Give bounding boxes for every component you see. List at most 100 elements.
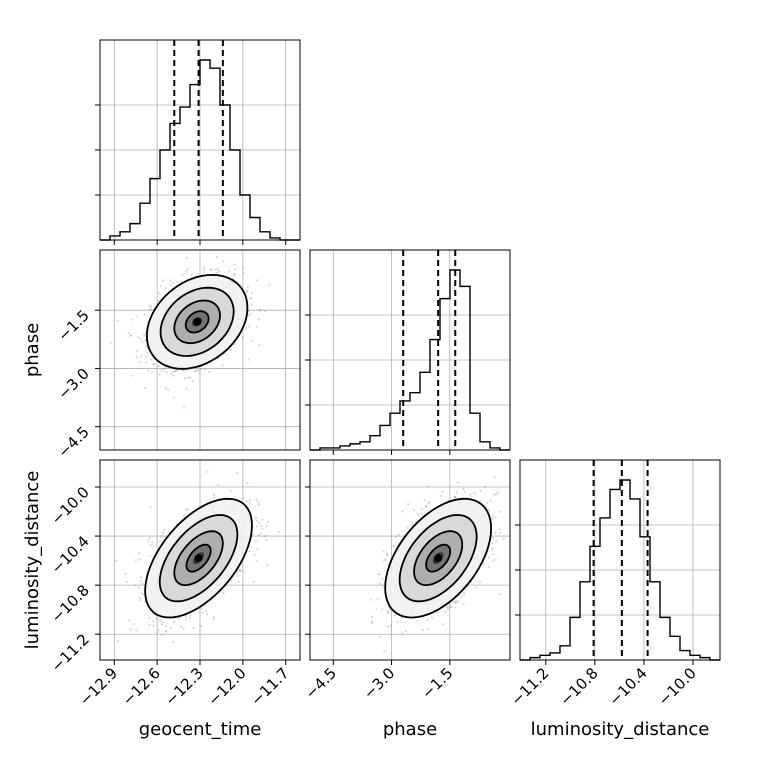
sample-point <box>209 362 213 365</box>
sample-point <box>376 598 379 601</box>
sample-point <box>148 623 151 627</box>
sample-point <box>136 315 139 318</box>
sample-point <box>494 531 497 535</box>
sample-point <box>495 540 498 543</box>
sample-point <box>186 508 189 511</box>
sample-point <box>493 493 496 496</box>
sample-point <box>427 628 430 631</box>
sample-point <box>144 361 148 364</box>
sample-point <box>167 388 170 391</box>
sample-point <box>426 618 429 621</box>
x-tick-label: −10.8 <box>556 664 601 709</box>
sample-point <box>182 514 185 517</box>
sample-point <box>456 481 460 484</box>
sample-point <box>156 631 159 634</box>
sample-point <box>139 360 142 363</box>
sample-point <box>456 600 459 603</box>
sample-point <box>163 528 166 532</box>
sample-point <box>420 512 423 515</box>
sample-point <box>242 266 245 269</box>
sample-point <box>479 489 482 493</box>
sample-point <box>160 633 163 636</box>
sample-point <box>463 593 466 596</box>
sample-point <box>140 355 143 358</box>
x-axis-label-luminosity_distance: luminosity_distance <box>531 719 710 740</box>
sample-point <box>135 349 138 353</box>
sample-point <box>449 603 452 606</box>
sample-point <box>390 624 393 627</box>
sample-point <box>248 498 251 501</box>
sample-point <box>185 615 188 618</box>
sample-point <box>250 297 253 300</box>
sample-point <box>484 486 487 489</box>
sample-point <box>135 356 138 359</box>
sample-point <box>456 601 459 604</box>
sample-point <box>245 290 248 293</box>
sample-point <box>246 482 249 485</box>
sample-point <box>473 492 476 495</box>
sample-point <box>487 565 491 569</box>
sample-point <box>258 503 261 506</box>
sample-point <box>148 304 151 307</box>
sample-point <box>195 369 198 372</box>
sample-point <box>147 540 150 543</box>
sample-point <box>431 616 434 619</box>
sample-point <box>242 497 245 500</box>
sample-point <box>137 586 140 589</box>
sample-point <box>174 370 177 373</box>
x-tick-label: −12.0 <box>204 664 249 709</box>
sample-point <box>257 533 261 537</box>
sample-point <box>138 552 141 555</box>
sample-point <box>185 618 188 621</box>
sample-point <box>228 270 231 273</box>
sample-point <box>257 521 260 525</box>
sample-point <box>146 351 149 355</box>
sample-point <box>413 509 416 512</box>
sample-point <box>416 513 419 516</box>
sample-point <box>201 611 204 614</box>
sample-point <box>266 563 269 567</box>
sample-point <box>200 607 203 610</box>
sample-point <box>491 542 494 545</box>
sample-point <box>462 591 466 594</box>
sample-point <box>181 273 184 277</box>
panel-frame <box>309 459 511 661</box>
sample-point <box>191 380 194 383</box>
sample-point <box>138 558 141 561</box>
sample-point <box>385 553 388 556</box>
sample-point <box>215 271 218 274</box>
sample-point <box>149 506 152 509</box>
sample-point <box>496 491 499 494</box>
sample-point <box>165 371 168 374</box>
sample-point <box>182 406 186 409</box>
sample-point <box>214 268 217 271</box>
sample-point <box>180 280 183 283</box>
sample-point <box>254 517 257 520</box>
sample-point <box>155 617 158 620</box>
sample-point <box>169 284 172 287</box>
sample-point <box>263 535 267 538</box>
sample-point <box>370 616 373 619</box>
sample-point <box>206 470 209 473</box>
sample-point <box>127 331 130 335</box>
sample-point <box>180 625 183 628</box>
sample-point <box>252 580 255 584</box>
sample-point <box>491 537 494 540</box>
sample-point <box>159 619 162 622</box>
sample-point <box>384 558 387 561</box>
sample-point <box>423 499 426 502</box>
sample-point <box>247 358 250 361</box>
y-tick-label: −10.0 <box>48 483 93 528</box>
sample-point <box>116 640 120 643</box>
sample-point <box>170 372 173 375</box>
sample-point <box>233 342 236 346</box>
sample-point <box>230 348 233 351</box>
sample-point <box>383 649 386 653</box>
sample-point <box>454 600 457 604</box>
sample-point <box>236 472 239 475</box>
sample-point <box>277 530 280 533</box>
sample-point <box>222 591 225 595</box>
sample-point <box>492 553 495 556</box>
x-tick-label: −11.7 <box>247 664 292 709</box>
x-tick-label: −12.6 <box>119 664 164 709</box>
